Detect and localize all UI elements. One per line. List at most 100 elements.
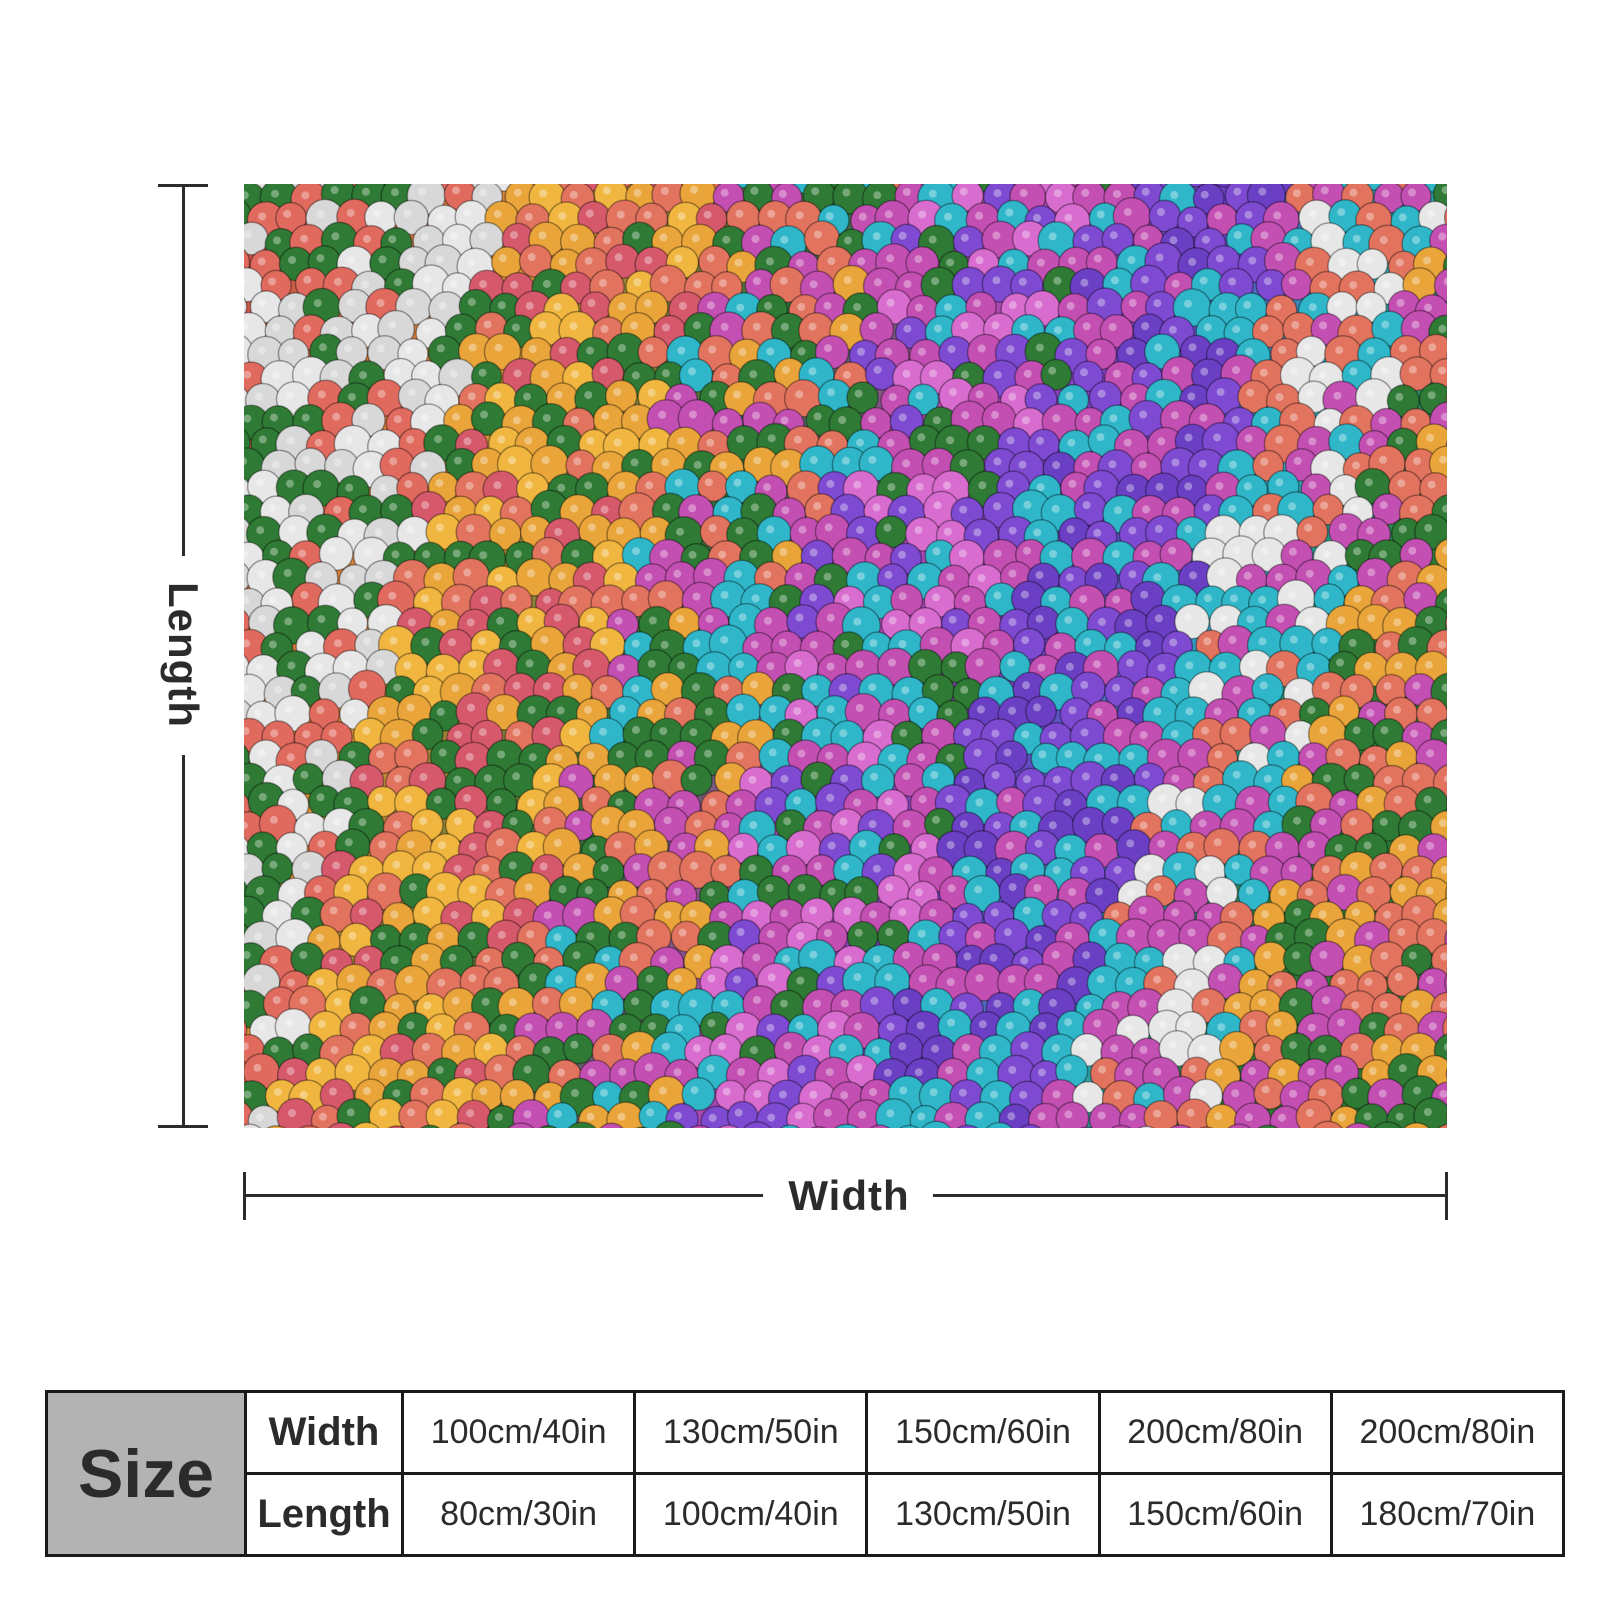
sequin-highlight [1248, 256, 1257, 265]
sequin-highlight [1094, 753, 1103, 762]
width-cell: 200cm/80in [1329, 1390, 1566, 1475]
sequin-highlight [660, 549, 668, 558]
sequin-highlight [423, 1001, 432, 1010]
sequin-highlight [541, 500, 550, 509]
sequin-highlight [886, 254, 895, 263]
sequin-highlight [688, 909, 697, 918]
sequin-highlight [483, 1042, 492, 1051]
sequin-highlight [343, 797, 352, 806]
sequin-highlight [569, 190, 578, 199]
sequin-highlight [1381, 189, 1390, 198]
sequin-highlight [1111, 1001, 1120, 1009]
sequin-highlight [1111, 909, 1120, 918]
sequin-highlight [600, 324, 609, 333]
sequin-highlight [1228, 909, 1237, 918]
sequin-highlight [301, 907, 310, 916]
sequin-highlight [1067, 977, 1076, 986]
sequin-highlight [1258, 637, 1267, 646]
sequin-highlight [1113, 190, 1121, 198]
sequin-highlight [480, 410, 489, 419]
sequin-highlight [525, 659, 534, 668]
sequin-highlight [1035, 343, 1044, 352]
sequin-highlight [586, 346, 594, 355]
sequin-highlight [1395, 392, 1404, 401]
sequin-highlight [494, 343, 503, 352]
sequin-highlight [659, 233, 668, 242]
sequin-highlight [751, 235, 760, 243]
sequin-highlight [1426, 749, 1435, 758]
sequin-highlight [255, 886, 264, 895]
sequin-highlight [917, 929, 926, 938]
sequin-highlight [1068, 888, 1077, 896]
sequin-highlight [375, 570, 384, 579]
sequin-highlight [720, 683, 729, 692]
sequin-highlight [707, 1019, 716, 1028]
sequin-highlight [1293, 456, 1302, 465]
sequin-highlight [347, 393, 356, 401]
sequin-highlight [1048, 232, 1057, 241]
sequin-highlight [542, 1045, 551, 1054]
sequin-highlight [1378, 1089, 1387, 1098]
sequin-highlight [1051, 950, 1060, 959]
sequin-highlight [553, 838, 562, 847]
sequin-highlight [1412, 906, 1421, 915]
sequin-highlight [541, 456, 550, 465]
sequin-highlight [692, 321, 701, 330]
sequin-highlight [451, 594, 460, 603]
sequin-highlight [435, 523, 444, 532]
sequin-highlight [813, 412, 822, 421]
sequin-highlight [613, 388, 622, 396]
sequin-highlight [1185, 707, 1194, 716]
sequin-highlight [1379, 501, 1388, 510]
sequin-fabric-image [244, 184, 1447, 1128]
width-cell: 150cm/60in [865, 1390, 1101, 1475]
sequin-highlight [809, 640, 818, 649]
sequin-highlight [1306, 388, 1314, 397]
sequin-highlight [528, 524, 537, 532]
sequin-highlight [378, 483, 387, 492]
sequin-highlight [1093, 660, 1101, 669]
sequin-highlight [436, 213, 445, 222]
sequin-highlight [766, 662, 775, 671]
sequin-highlight [1187, 392, 1196, 401]
sequin-highlight [841, 594, 850, 602]
sequin-highlight [1128, 392, 1137, 401]
sequin-highlight [482, 683, 491, 692]
sequin-highlight [558, 885, 567, 894]
sequin-highlight [947, 884, 956, 893]
sequin-highlight [524, 883, 533, 892]
sequin-highlight [795, 613, 804, 622]
sequin-highlight [1367, 614, 1376, 623]
sequin-highlight [899, 728, 908, 737]
sequin-highlight [1217, 973, 1226, 982]
sequin-highlight [853, 885, 862, 894]
sequin-highlight [616, 663, 625, 672]
sequin-highlight [733, 390, 741, 399]
sequin-highlight [930, 456, 939, 465]
sequin-highlight [526, 930, 535, 939]
sequin-highlight [884, 570, 893, 579]
sequin-highlight [388, 320, 397, 329]
sequin-highlight [917, 347, 926, 356]
sequin-highlight [374, 793, 383, 802]
sequin-highlight [853, 1022, 862, 1031]
sequin-highlight [1243, 300, 1252, 309]
sequin-highlight [1228, 504, 1237, 513]
sequin-highlight [584, 481, 593, 490]
sequin-highlight [317, 524, 326, 533]
sequin-highlight [767, 434, 776, 443]
sequin-highlight [554, 753, 562, 762]
sequin-highlight [631, 773, 640, 782]
sequin-highlight [853, 303, 862, 311]
sequin-highlight [273, 685, 282, 694]
sequin-highlight [631, 725, 640, 734]
sequin-highlight [1275, 932, 1284, 941]
sequin-highlight [1097, 1111, 1106, 1120]
sequin-highlight [898, 505, 907, 514]
sequin-highlight [1200, 190, 1209, 199]
sequin-highlight [449, 369, 458, 378]
sequin-highlight [931, 727, 940, 736]
sequin-highlight [633, 188, 642, 197]
sequin-highlight [1395, 1112, 1404, 1121]
sequin-highlight [794, 1111, 803, 1120]
